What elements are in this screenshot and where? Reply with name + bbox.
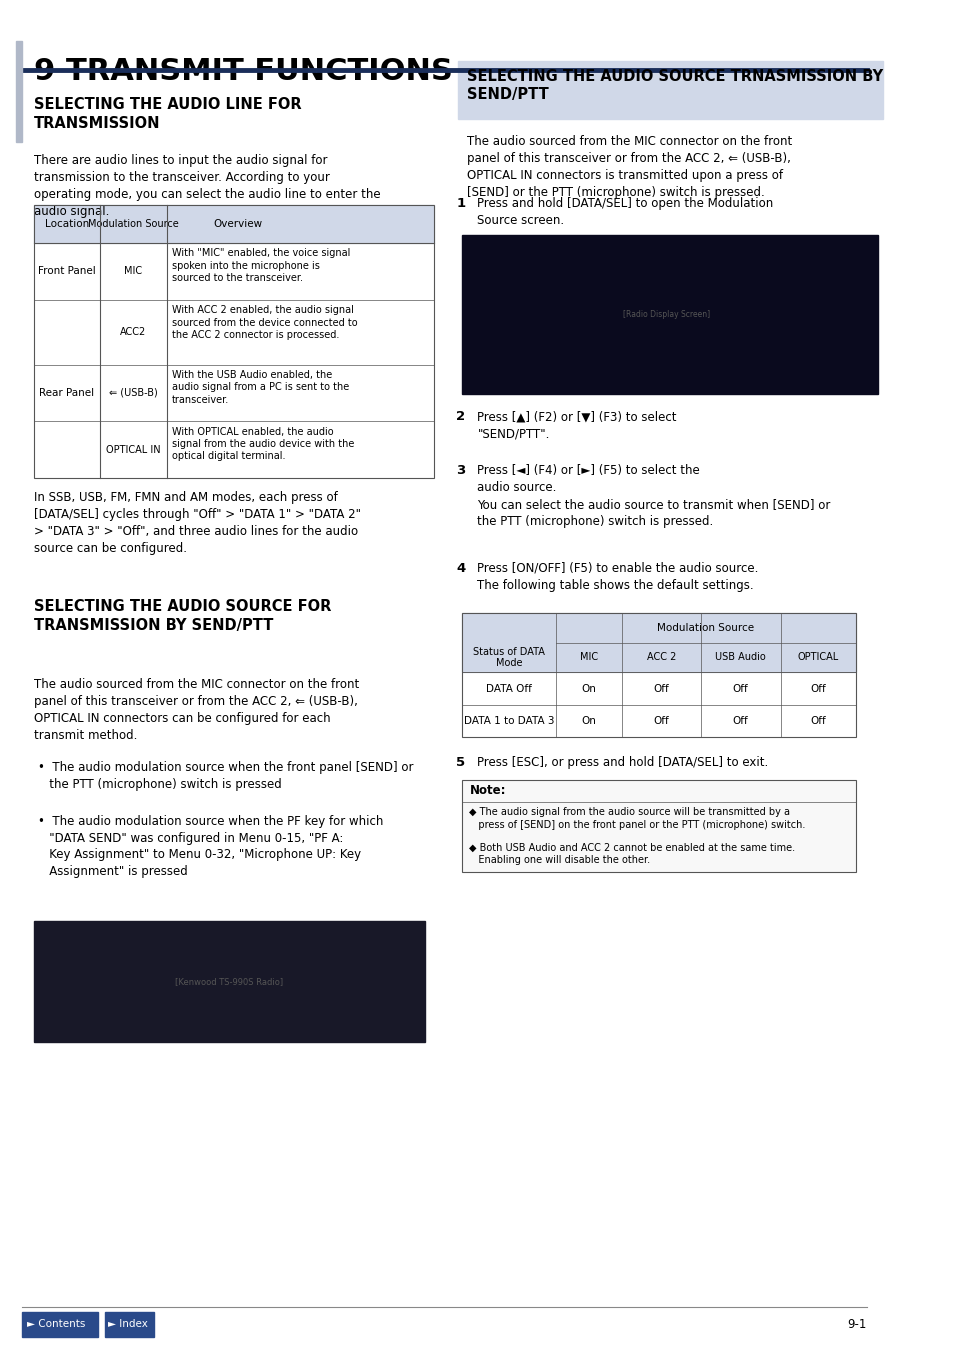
Text: SELECTING THE AUDIO SOURCE TRNASMISSION BY
SEND/PTT: SELECTING THE AUDIO SOURCE TRNASMISSION …	[466, 69, 882, 101]
Text: 5: 5	[456, 756, 465, 770]
Text: Off: Off	[810, 683, 825, 694]
Text: With the USB Audio enabled, the
audio signal from a PC is sent to the
transceive: With the USB Audio enabled, the audio si…	[172, 370, 349, 405]
Bar	[105, 1312, 153, 1336]
Bar	[457, 61, 882, 119]
Text: USB Audio: USB Audio	[715, 652, 765, 663]
Text: Off: Off	[732, 683, 748, 694]
Text: On: On	[581, 683, 596, 694]
Text: ◆ The audio signal from the audio source will be transmitted by a
   press of [S: ◆ The audio signal from the audio source…	[469, 807, 805, 830]
Bar	[462, 613, 855, 737]
Text: ⇐ (USB-B): ⇐ (USB-B)	[109, 387, 157, 398]
Text: With OPTICAL enabled, the audio
signal from the audio device with the
optical di: With OPTICAL enabled, the audio signal f…	[172, 427, 354, 462]
Bar	[33, 205, 434, 478]
Bar	[462, 613, 555, 672]
Text: Modulation Source: Modulation Source	[657, 622, 754, 633]
Text: There are audio lines to input the audio signal for
transmission to the transcei: There are audio lines to input the audio…	[33, 154, 380, 217]
Bar	[16, 40, 22, 142]
Text: 9-1: 9-1	[846, 1318, 866, 1331]
Text: 4: 4	[456, 562, 465, 575]
Text: MIC: MIC	[124, 266, 142, 277]
Text: [Kenwood TS-990S Radio]: [Kenwood TS-990S Radio]	[175, 977, 283, 986]
Text: Status of DATA
Mode: Status of DATA Mode	[473, 647, 544, 668]
Text: Rear Panel: Rear Panel	[39, 387, 94, 398]
Text: 1: 1	[456, 197, 465, 211]
Text: Press [▲] (F2) or [▼] (F3) to select
"SEND/PTT".: Press [▲] (F2) or [▼] (F3) to select "SE…	[476, 410, 677, 440]
Text: Press [ESC], or press and hold [DATA/SEL] to exit.: Press [ESC], or press and hold [DATA/SEL…	[476, 756, 768, 770]
Text: Off: Off	[653, 716, 669, 726]
Bar	[22, 1312, 98, 1336]
Text: SELECTING THE AUDIO SOURCE FOR
TRANSMISSION BY SEND/PTT: SELECTING THE AUDIO SOURCE FOR TRANSMISS…	[33, 599, 331, 633]
Text: SELECTING THE AUDIO LINE FOR
TRANSMISSION: SELECTING THE AUDIO LINE FOR TRANSMISSIO…	[33, 97, 301, 131]
Text: •  The audio modulation source when the PF key for which
   "DATA SEND" was conf: • The audio modulation source when the P…	[38, 815, 383, 878]
Text: DATA 1 to DATA 3: DATA 1 to DATA 3	[463, 716, 554, 726]
Text: On: On	[581, 716, 596, 726]
Text: In SSB, USB, FM, FMN and AM modes, each press of
[DATA/SEL] cycles through "Off": In SSB, USB, FM, FMN and AM modes, each …	[33, 491, 360, 555]
Text: MIC: MIC	[579, 652, 598, 663]
Text: Press and hold [DATA/SEL] to open the Modulation
Source screen.: Press and hold [DATA/SEL] to open the Mo…	[476, 197, 773, 227]
Text: 9 TRANSMIT FUNCTIONS: 9 TRANSMIT FUNCTIONS	[33, 57, 452, 85]
Bar	[462, 235, 878, 394]
Text: Front Panel: Front Panel	[38, 266, 95, 277]
Text: The audio sourced from the MIC connector on the front
panel of this transceiver : The audio sourced from the MIC connector…	[466, 135, 791, 198]
Text: •  The audio modulation source when the front panel [SEND] or
   the PTT (microp: • The audio modulation source when the f…	[38, 761, 414, 791]
Text: With "MIC" enabled, the voice signal
spoken into the microphone is
sourced to th: With "MIC" enabled, the voice signal spo…	[172, 248, 350, 284]
Text: Modulation Source: Modulation Source	[88, 219, 178, 230]
Text: Location: Location	[45, 219, 89, 230]
Text: ► Index: ► Index	[109, 1319, 148, 1330]
Bar	[33, 921, 424, 1042]
Text: [Radio Display Screen]: [Radio Display Screen]	[622, 310, 710, 319]
Text: Off: Off	[732, 716, 748, 726]
Text: With ACC 2 enabled, the audio signal
sourced from the device connected to
the AC: With ACC 2 enabled, the audio signal sou…	[172, 305, 356, 340]
Text: Off: Off	[653, 683, 669, 694]
Text: 2: 2	[456, 410, 465, 424]
Bar	[462, 780, 855, 872]
Text: OPTICAL IN: OPTICAL IN	[106, 444, 160, 455]
Bar	[555, 643, 855, 672]
Text: Off: Off	[810, 716, 825, 726]
Text: Overview: Overview	[213, 219, 263, 230]
Text: Press [◄] (F4) or [►] (F5) to select the
audio source.
You can select the audio : Press [◄] (F4) or [►] (F5) to select the…	[476, 464, 830, 528]
Bar	[33, 205, 434, 243]
Text: ► Contents: ► Contents	[27, 1319, 85, 1330]
Bar	[555, 613, 855, 643]
Text: ACC2: ACC2	[120, 327, 147, 338]
Text: ACC 2: ACC 2	[646, 652, 676, 663]
Text: DATA Off: DATA Off	[485, 683, 532, 694]
Text: OPTICAL: OPTICAL	[797, 652, 838, 663]
Text: ◆ Both USB Audio and ACC 2 cannot be enabled at the same time.
   Enabling one w: ◆ Both USB Audio and ACC 2 cannot be ena…	[469, 842, 795, 865]
Text: Press [ON/OFF] (F5) to enable the audio source.
The following table shows the de: Press [ON/OFF] (F5) to enable the audio …	[476, 562, 758, 591]
Text: The audio sourced from the MIC connector on the front
panel of this transceiver : The audio sourced from the MIC connector…	[33, 678, 358, 741]
Text: 3: 3	[456, 464, 465, 478]
Text: Note:: Note:	[469, 784, 505, 798]
